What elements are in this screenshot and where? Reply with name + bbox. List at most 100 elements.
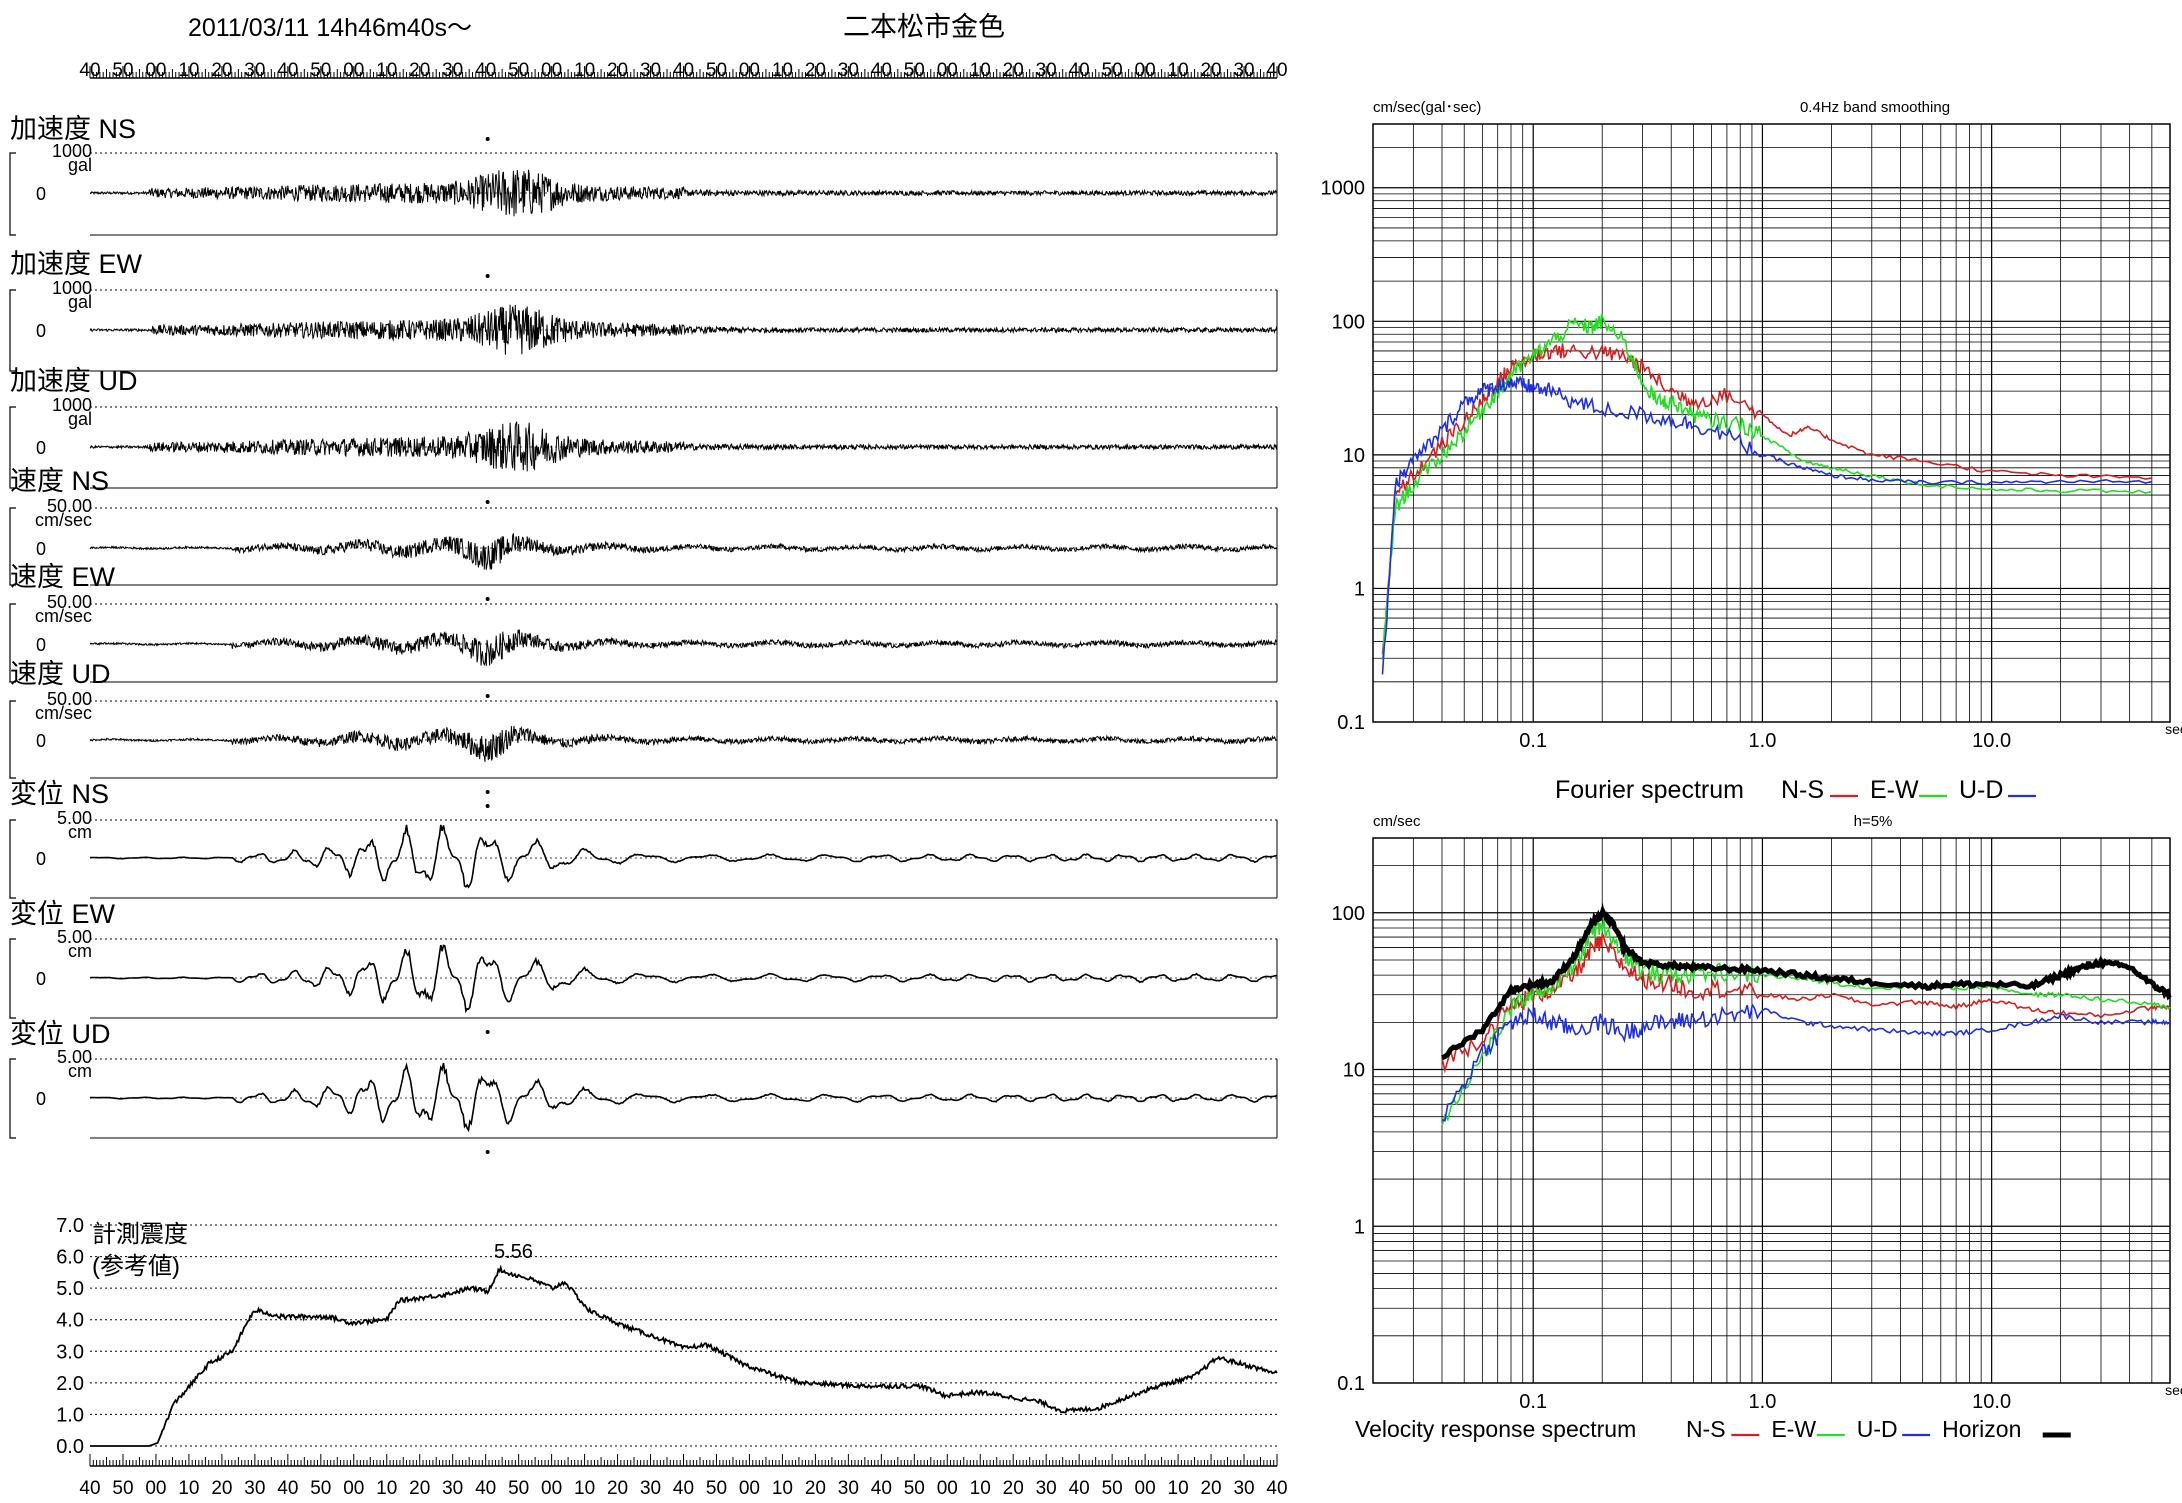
bottom-time-tick-label: 40 <box>673 1478 694 1499</box>
spectrum-frame <box>1372 837 2171 1384</box>
top-time-tick-label: 40 <box>1069 60 1090 81</box>
trace-zero-label: 0 <box>36 184 46 204</box>
trace-label: 速度 UD <box>10 659 111 689</box>
waveform-line <box>89 304 1278 355</box>
spectrum-ytick-label: 10 <box>1343 445 1365 467</box>
bottom-time-tick-label: 20 <box>805 1478 826 1499</box>
spectrum-annotation: 0.4Hz band smoothing <box>1800 99 1950 116</box>
top-time-tick-label: 20 <box>607 60 628 81</box>
top-time-tick-label: 30 <box>1233 60 1254 81</box>
waveform-line <box>89 169 1278 217</box>
top-time-tick-label: 20 <box>409 60 430 81</box>
top-time-tick-label: 40 <box>475 60 496 81</box>
top-time-tick-label: 30 <box>838 60 859 81</box>
peak-marker <box>485 694 490 698</box>
peak-marker <box>485 1150 490 1154</box>
top-time-tick-label: 50 <box>904 60 925 81</box>
trace-label: 加速度 EW <box>10 249 143 279</box>
legend-entry-e-w: E-W <box>1771 1416 1816 1442</box>
top-time-tick-label: 50 <box>310 60 331 81</box>
top-time-axis: 40 50 00 10 20 30 40 50 00 10 20 30 40 50 00 10 20 30 40 50… <box>79 60 1287 81</box>
trace-label: 速度 EW <box>10 562 116 592</box>
bottom-time-tick-label: 10 <box>1168 1478 1189 1499</box>
trace-bracket <box>9 819 16 899</box>
trace-label: 加速度 NS <box>10 114 136 144</box>
legend-entry-u-d: U-D <box>1857 1416 1898 1442</box>
trace-scale-top: 1000 <box>52 395 92 415</box>
top-time-tick-label: 20 <box>805 60 826 81</box>
trace-scale-top: 50.00 <box>47 592 92 612</box>
legend-entry-u-d: U-D <box>1959 776 2003 804</box>
spectrum-ytick-label: 1 <box>1354 1216 1365 1238</box>
top-time-tick-label: 10 <box>970 60 991 81</box>
peak-marker <box>485 597 490 601</box>
trace-scale-top: 1000 <box>52 141 92 161</box>
intensity-ytick-label: 7.0 <box>56 1215 84 1237</box>
trace-zero-label: 0 <box>36 731 46 751</box>
spectrum-xtick-label: 1.0 <box>1749 1391 1777 1413</box>
bottom-time-tick-label: 50 <box>310 1478 331 1499</box>
series-line-horizon <box>1441 903 2172 1061</box>
top-time-tick-label: 30 <box>1036 60 1057 81</box>
spectrum-ytick-label: 1000 <box>1321 178 1366 200</box>
spectrum-xtick-label: 0.1 <box>1519 1391 1547 1413</box>
trace-zero-label: 0 <box>36 321 46 341</box>
top-time-tick-label: 00 <box>1135 60 1156 81</box>
intensity-ytick-label: 2.0 <box>56 1373 84 1395</box>
spectrum-annotation: h=5% <box>1854 813 1893 830</box>
bottom-time-tick-label: 10 <box>376 1478 397 1499</box>
spectrum-legend: Velocity response spectrum N-S E-W U-D Horiz… <box>1355 1416 2071 1442</box>
spectrum-x-unit: sec <box>2165 721 2182 737</box>
legend-entry-e-w: E-W <box>1870 776 1919 804</box>
trace-scale-top: 5.00 <box>57 927 92 947</box>
bottom-time-tick-label: 20 <box>409 1478 430 1499</box>
legend-entry-n-s: N-S <box>1686 1416 1726 1442</box>
bottom-time-tick-label: 50 <box>706 1478 727 1499</box>
spectrum-xtick-label: 1.0 <box>1749 730 1777 752</box>
series-line-u-d <box>1441 1002 2171 1122</box>
top-time-tick-label: 00 <box>343 60 364 81</box>
trace-zero-label: 0 <box>36 849 46 869</box>
trace-bracket <box>9 152 16 236</box>
intensity-ytick-label: 3.0 <box>56 1341 84 1363</box>
velocity-response-chart: 100 10 1 0.1 0.1 1.0 10.0 sec cm/sec h=5% Velocity… <box>1332 813 2182 1442</box>
waveform-line <box>89 421 1278 472</box>
legend-entry-n-s: N-S <box>1781 776 1824 804</box>
bottom-time-tick-label: 40 <box>79 1478 100 1499</box>
top-time-tick-label: 10 <box>772 60 793 81</box>
bottom-time-tick-label: 40 <box>871 1478 892 1499</box>
bottom-time-tick-label: 00 <box>937 1478 958 1499</box>
bottom-time-tick-label: 20 <box>1200 1478 1221 1499</box>
waveform-line <box>89 533 1278 570</box>
top-time-tick-label: 00 <box>541 60 562 81</box>
top-time-tick-label: 00 <box>739 60 760 81</box>
trace-scale-unit: cm <box>68 822 92 842</box>
bottom-time-tick-label: 40 <box>1266 1478 1287 1499</box>
bottom-time-tick-label: 10 <box>178 1478 199 1499</box>
trace-bracket <box>9 700 16 779</box>
trace-scale-unit: cm/sec <box>35 510 92 530</box>
trace-label: 速度 NS <box>10 466 109 496</box>
waveform-line <box>89 725 1278 762</box>
spectrum-legend: Fourier spectrum N-S E-W U-D <box>1555 776 2036 804</box>
intensity-ytick-label: 6.0 <box>56 1247 84 1269</box>
trace-scale-top: 50.00 <box>47 689 92 709</box>
waveform-line <box>90 1062 1278 1133</box>
top-time-tick-label: 40 <box>871 60 892 81</box>
top-time-tick-label: 40 <box>79 60 100 81</box>
trace-label: 変位 UD <box>10 1019 111 1049</box>
top-time-tick-label: 30 <box>442 60 463 81</box>
intensity-chart: 7.0 6.0 5.0 4.0 3.0 2.0 1.0 0.0 計測震度 (参考値) 5.56 40 5… <box>56 1215 1287 1499</box>
top-time-tick-label: 20 <box>211 60 232 81</box>
spectrum-ytick-label: 0.1 <box>1337 1373 1365 1395</box>
series-line-e-w <box>1381 313 2153 660</box>
trace-scale-top: 1000 <box>52 278 92 298</box>
trace-bracket <box>9 289 16 372</box>
bottom-time-tick-label: 30 <box>244 1478 265 1499</box>
spectrum-xtick-label: 10.0 <box>1972 1391 2011 1413</box>
top-time-tick-label: 20 <box>1200 60 1221 81</box>
